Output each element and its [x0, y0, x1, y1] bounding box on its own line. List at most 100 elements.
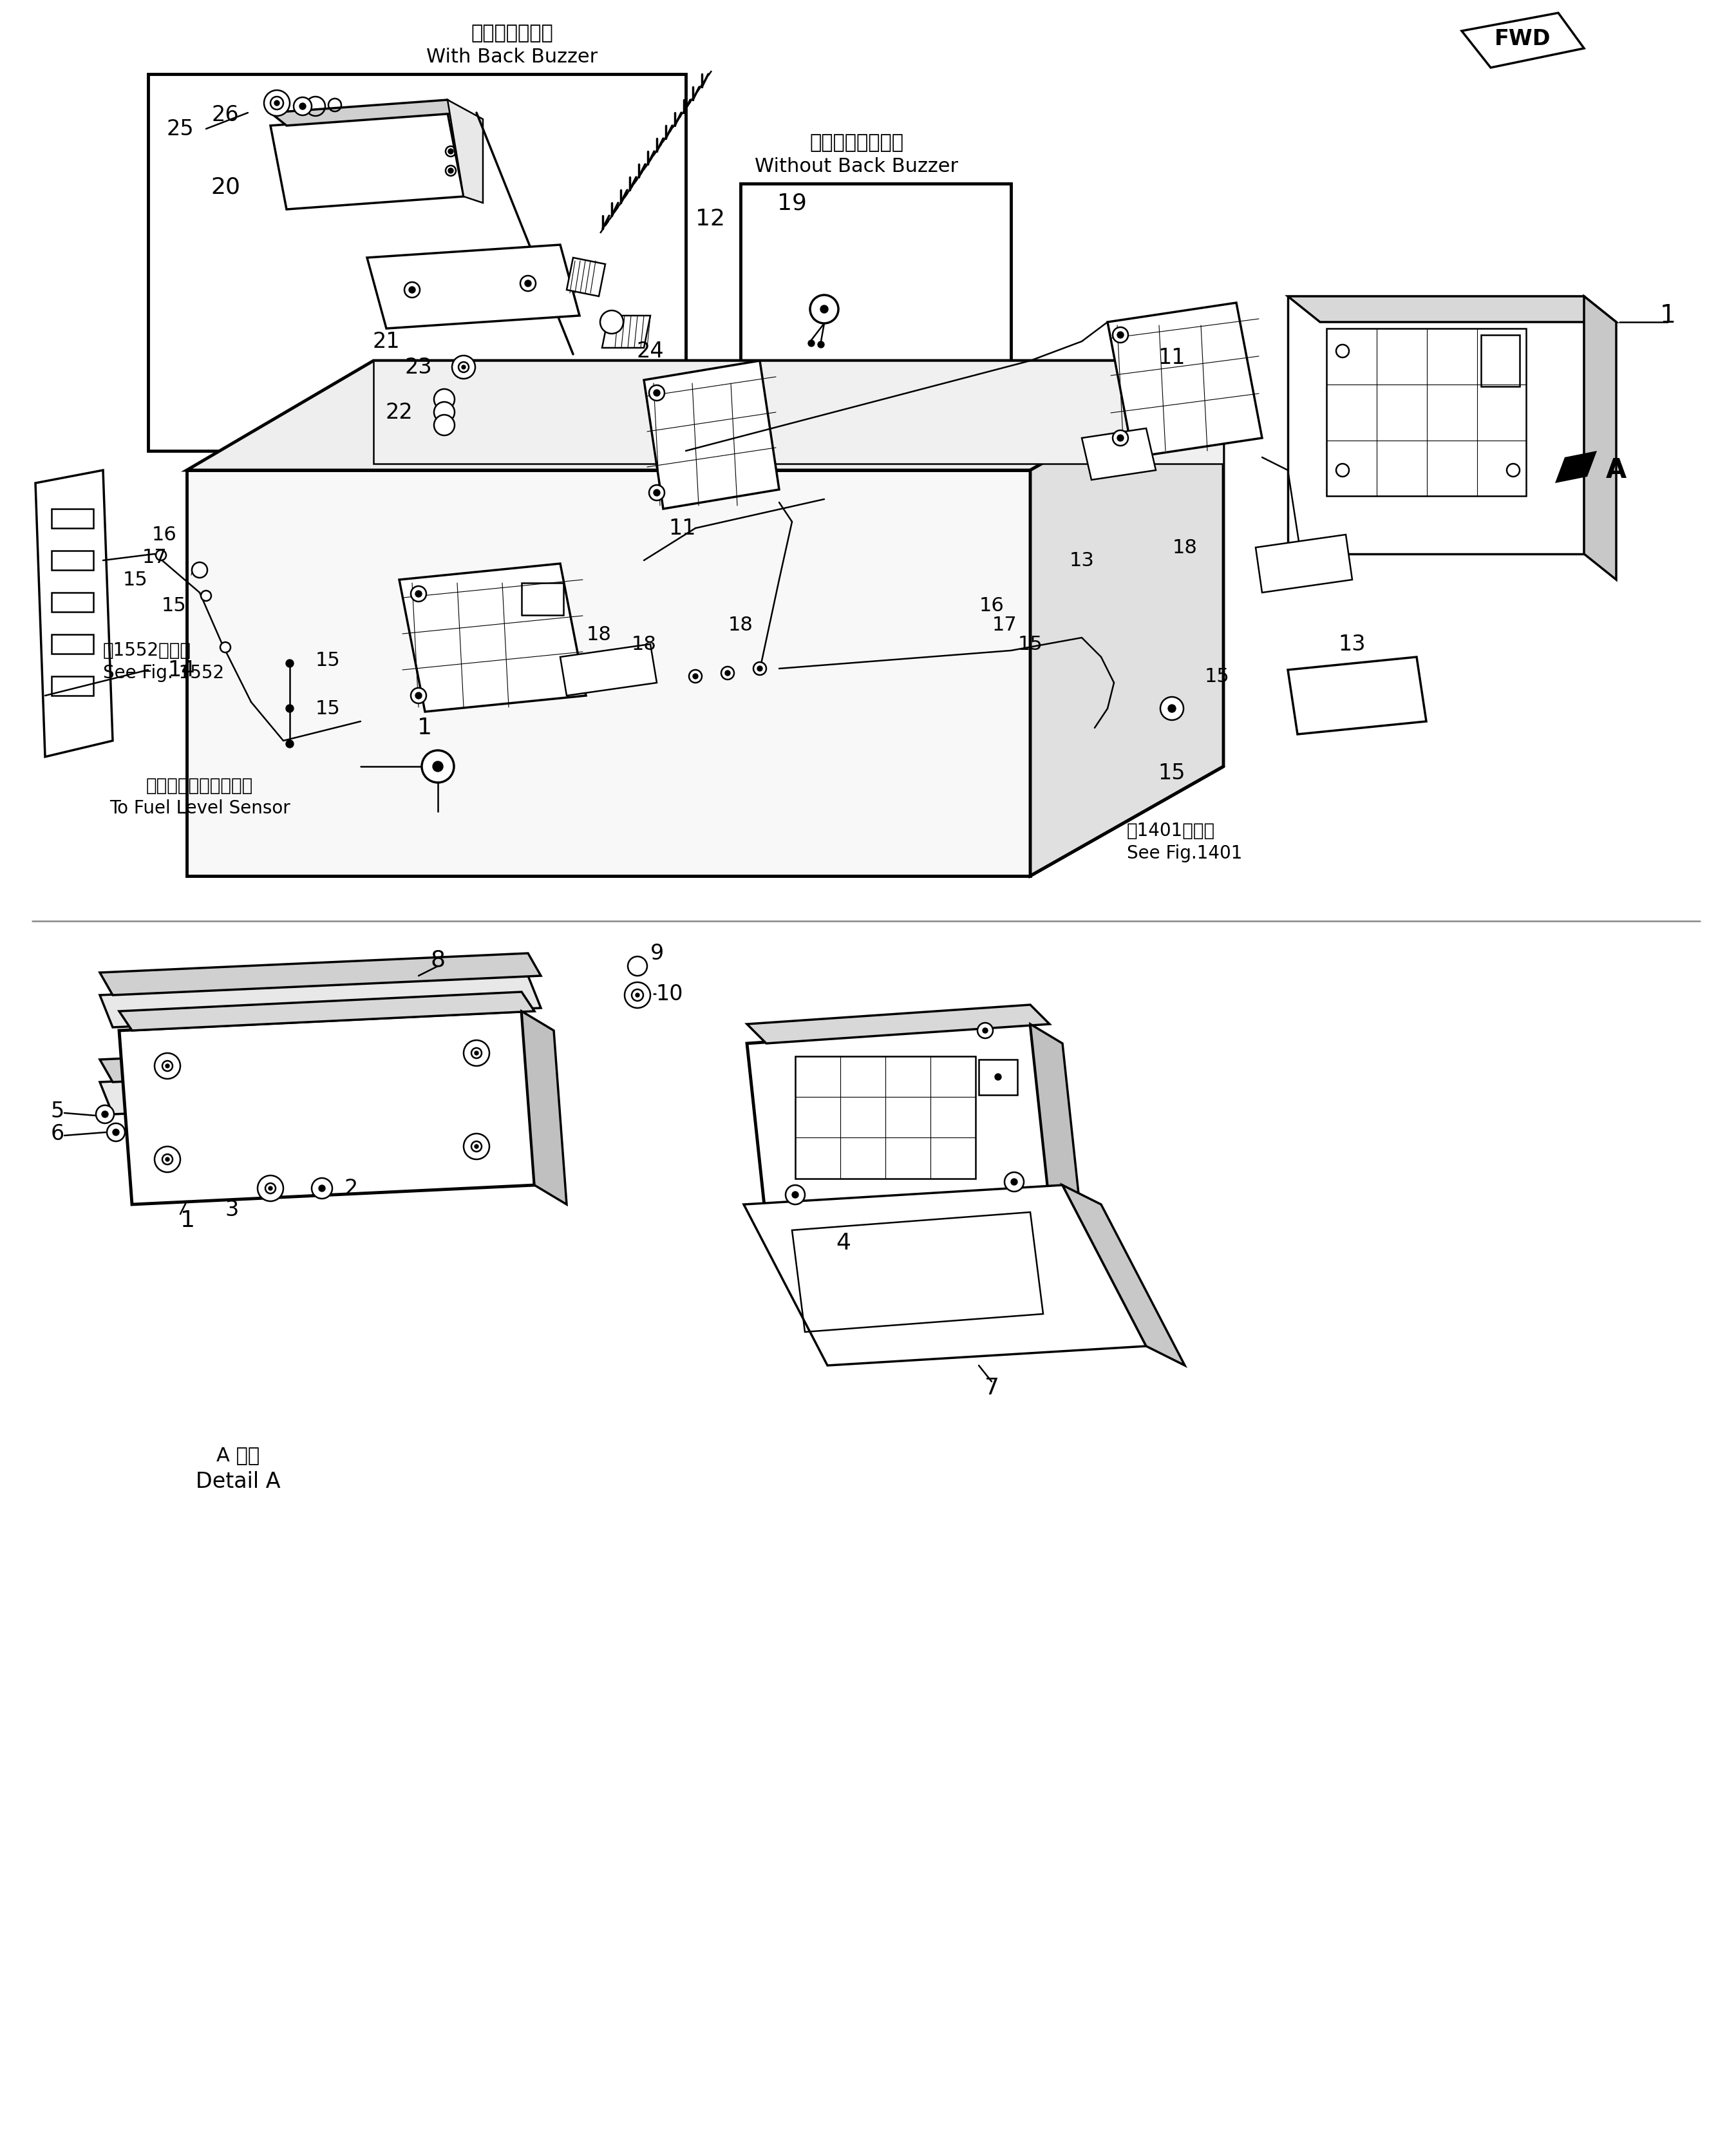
- Circle shape: [271, 97, 283, 110]
- Circle shape: [786, 1186, 806, 1205]
- Text: See Fig.1401: See Fig.1401: [1127, 844, 1243, 861]
- Circle shape: [635, 992, 639, 997]
- Bar: [52, 677, 94, 696]
- Circle shape: [472, 1048, 481, 1059]
- Bar: [1326, 329, 1526, 496]
- Circle shape: [415, 692, 422, 698]
- Text: Detail A: Detail A: [196, 1471, 281, 1493]
- Text: See Fig. 1552: See Fig. 1552: [102, 664, 224, 683]
- Text: 17: 17: [142, 548, 167, 567]
- Circle shape: [792, 1192, 799, 1199]
- Circle shape: [472, 1141, 481, 1151]
- Text: 15: 15: [1017, 636, 1043, 653]
- Polygon shape: [1555, 451, 1597, 483]
- Circle shape: [411, 586, 427, 601]
- Circle shape: [1168, 705, 1175, 713]
- Text: 2: 2: [344, 1177, 358, 1199]
- Text: 7: 7: [984, 1377, 998, 1398]
- Circle shape: [1160, 696, 1184, 720]
- Circle shape: [165, 1158, 170, 1162]
- Circle shape: [410, 286, 415, 292]
- Circle shape: [266, 1184, 276, 1194]
- Text: 15: 15: [161, 597, 186, 614]
- Circle shape: [293, 97, 312, 116]
- Bar: [521, 582, 564, 614]
- Circle shape: [1010, 1179, 1017, 1186]
- Bar: [979, 1059, 1017, 1095]
- Text: 18: 18: [632, 636, 656, 653]
- Text: 13: 13: [1338, 634, 1366, 655]
- Text: With Back Buzzer: With Back Buzzer: [427, 47, 597, 67]
- Circle shape: [422, 750, 453, 782]
- Text: フエルレベルセンサへ: フエルレベルセンサへ: [146, 778, 253, 795]
- Circle shape: [653, 389, 660, 395]
- Polygon shape: [99, 1040, 542, 1083]
- Text: 12: 12: [696, 208, 726, 230]
- Text: 3: 3: [226, 1199, 238, 1220]
- Circle shape: [257, 1175, 283, 1201]
- Circle shape: [451, 357, 476, 378]
- Circle shape: [155, 1053, 181, 1078]
- Text: 16: 16: [151, 526, 177, 543]
- Polygon shape: [99, 954, 542, 995]
- Circle shape: [411, 687, 427, 702]
- Text: バックブザーなし: バックブザーなし: [809, 133, 903, 153]
- Text: 第1552図参照: 第1552図参照: [102, 642, 191, 659]
- Polygon shape: [521, 1012, 566, 1205]
- Text: 20: 20: [210, 176, 240, 198]
- Circle shape: [1118, 331, 1123, 337]
- Polygon shape: [448, 99, 483, 202]
- Circle shape: [1118, 434, 1123, 440]
- Circle shape: [693, 674, 698, 679]
- Circle shape: [161, 1153, 172, 1164]
- Circle shape: [155, 1147, 181, 1173]
- Text: 15: 15: [123, 571, 148, 589]
- Polygon shape: [1062, 1186, 1184, 1366]
- Bar: [52, 550, 94, 569]
- Polygon shape: [120, 992, 535, 1031]
- Circle shape: [220, 642, 231, 653]
- Polygon shape: [743, 1186, 1146, 1366]
- Circle shape: [274, 101, 279, 105]
- Circle shape: [1337, 464, 1349, 477]
- Text: 16: 16: [979, 597, 1003, 614]
- Polygon shape: [644, 361, 779, 509]
- Text: 1: 1: [1660, 303, 1675, 329]
- Polygon shape: [99, 1063, 542, 1115]
- Circle shape: [818, 342, 825, 348]
- Circle shape: [102, 1111, 108, 1117]
- Circle shape: [434, 402, 455, 423]
- Text: To Fuel Level Sensor: To Fuel Level Sensor: [109, 799, 290, 818]
- Polygon shape: [399, 563, 587, 711]
- Polygon shape: [99, 975, 542, 1027]
- Circle shape: [286, 741, 293, 748]
- Circle shape: [1113, 326, 1128, 344]
- Circle shape: [653, 490, 660, 496]
- Circle shape: [821, 305, 828, 314]
- Polygon shape: [366, 245, 580, 329]
- Circle shape: [312, 1177, 332, 1199]
- Text: 11: 11: [668, 518, 696, 539]
- Polygon shape: [1583, 296, 1616, 580]
- Bar: [741, 183, 1010, 498]
- Circle shape: [95, 1106, 115, 1123]
- Circle shape: [415, 591, 422, 597]
- Polygon shape: [1288, 296, 1583, 554]
- Circle shape: [286, 659, 293, 668]
- Polygon shape: [271, 112, 464, 208]
- Text: 13: 13: [1069, 552, 1094, 569]
- Polygon shape: [271, 99, 464, 125]
- Circle shape: [757, 666, 762, 670]
- Polygon shape: [35, 470, 113, 756]
- Polygon shape: [1255, 535, 1352, 593]
- Text: 4: 4: [837, 1233, 851, 1254]
- Text: FWD: FWD: [1495, 28, 1550, 49]
- Polygon shape: [561, 644, 656, 696]
- Circle shape: [432, 760, 443, 771]
- Circle shape: [1113, 430, 1128, 445]
- Circle shape: [165, 1063, 170, 1068]
- Polygon shape: [187, 470, 1029, 876]
- Circle shape: [448, 168, 453, 174]
- Bar: [1481, 335, 1519, 387]
- Text: 15: 15: [1158, 763, 1186, 784]
